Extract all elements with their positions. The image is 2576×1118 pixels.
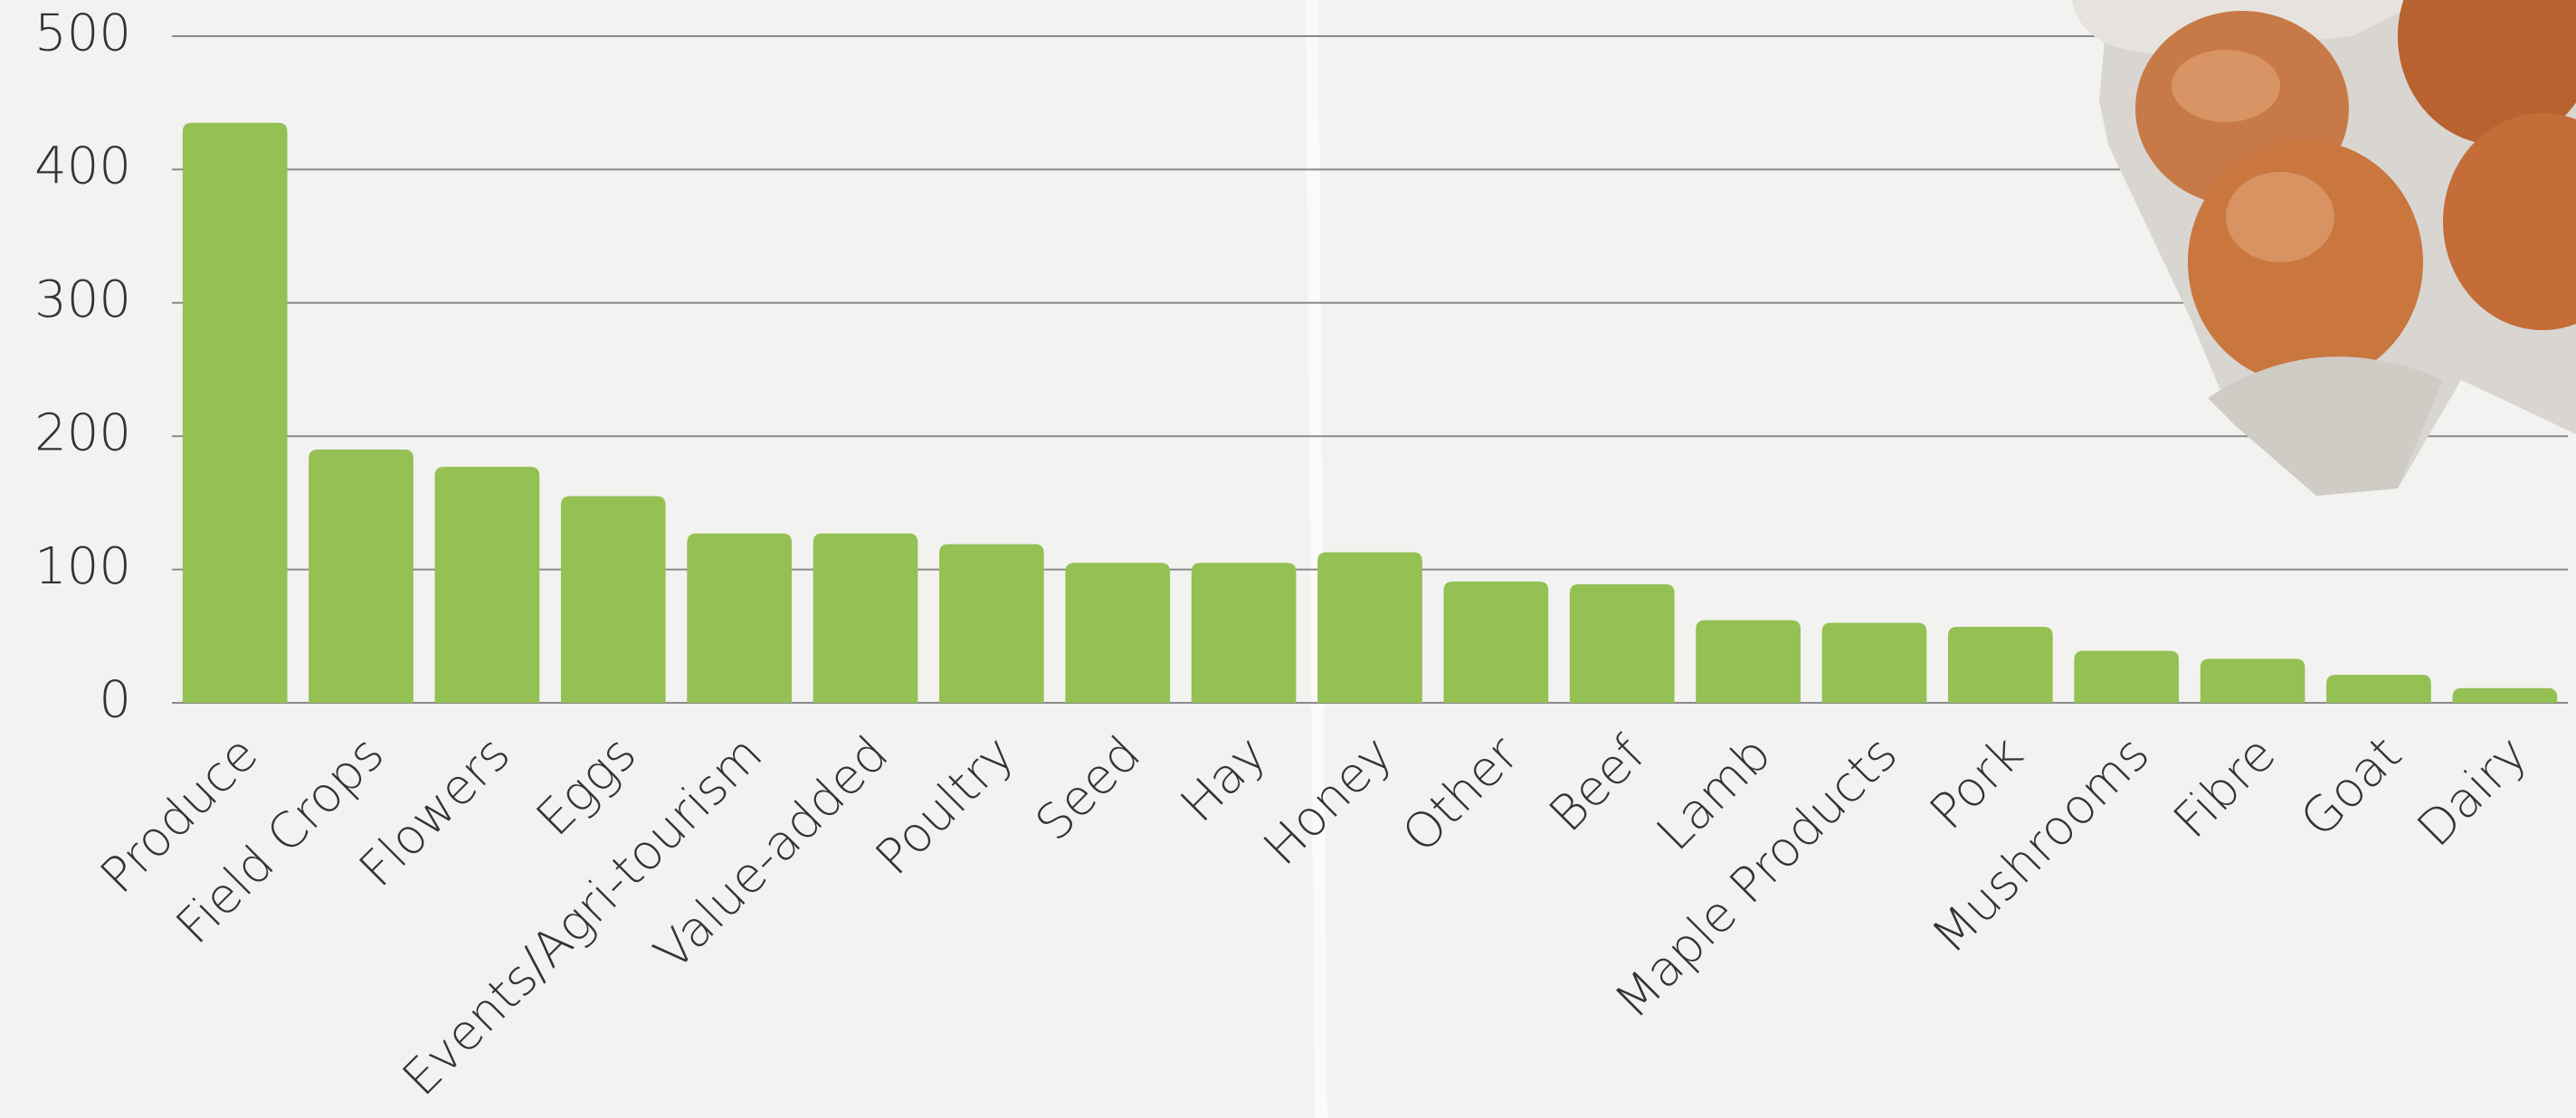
- y-tick-label: 200: [34, 403, 131, 462]
- y-tick-label: 100: [34, 537, 131, 596]
- bar: [1443, 581, 1549, 703]
- y-tick-label: 500: [34, 4, 131, 62]
- bar: [2326, 675, 2431, 703]
- bar: [1065, 563, 1171, 703]
- bar: [813, 533, 918, 703]
- bar: [687, 533, 792, 703]
- bar: [182, 122, 288, 703]
- bars: [182, 122, 2558, 703]
- bar: [1948, 626, 2053, 703]
- bar: [2452, 687, 2558, 703]
- bar: [2074, 650, 2180, 703]
- bar: [1317, 552, 1422, 703]
- bar: [1696, 620, 1801, 703]
- bar: [939, 544, 1044, 703]
- egg-carton-image: [2072, 0, 2576, 496]
- bar: [1191, 563, 1297, 703]
- y-tick-label: 300: [34, 270, 131, 329]
- paper-fold: [1306, 0, 1327, 1118]
- bar: [1569, 583, 1675, 703]
- y-tick-label: 400: [34, 137, 131, 196]
- bar: [560, 496, 666, 703]
- bar: [309, 449, 413, 703]
- y-tick-label: 0: [99, 670, 131, 729]
- bar: [1821, 622, 1927, 703]
- bar: [2200, 658, 2305, 703]
- bar: [434, 467, 540, 703]
